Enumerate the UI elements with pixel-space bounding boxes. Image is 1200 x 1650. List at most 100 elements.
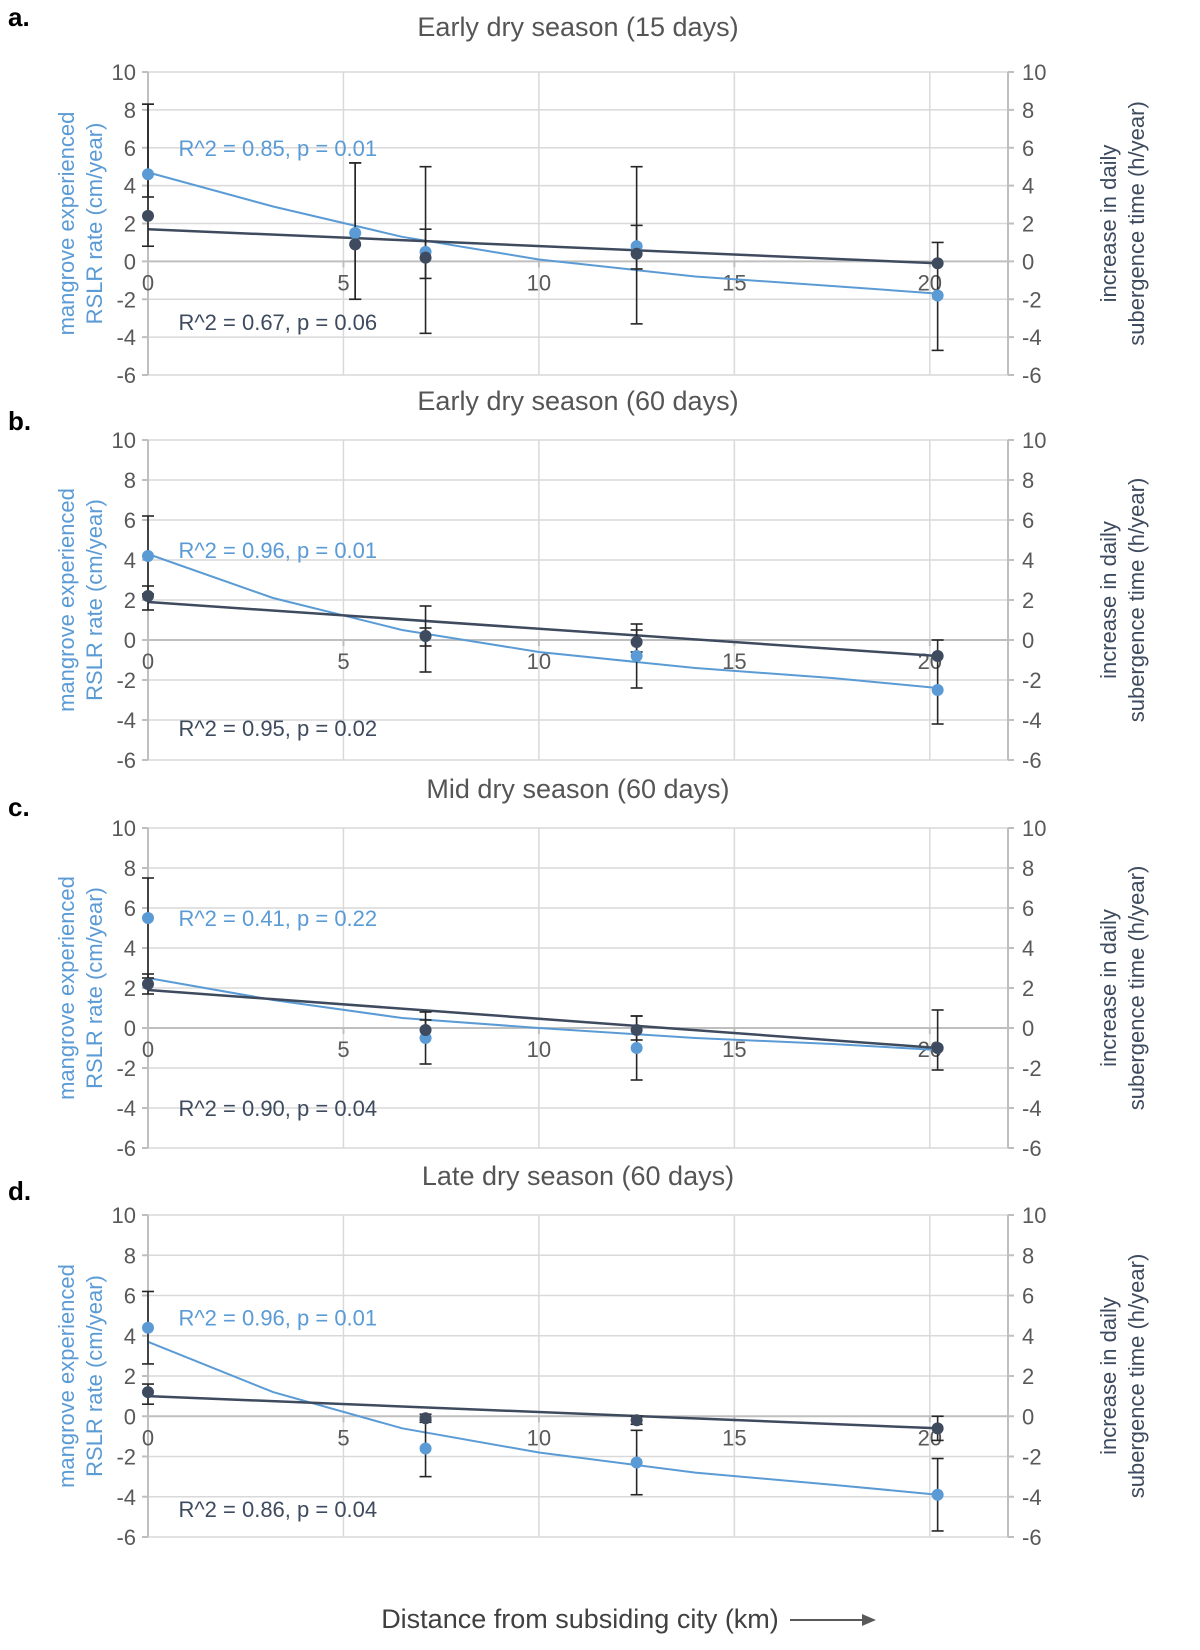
data-point-rslr — [349, 226, 362, 239]
y-tick-label-left: 10 — [112, 428, 136, 453]
y-tick-label-left: 2 — [124, 976, 136, 1001]
chart-panel: c.Mid dry season (60 days)-6 -6-4 -4-2 -20 0… — [8, 774, 1149, 1161]
data-point-rslr — [419, 1442, 432, 1455]
y-tick-label-right: 8 — [1022, 856, 1034, 881]
y-tick-label-right: 0 — [1022, 628, 1034, 653]
y-tick-label-right: 6 — [1022, 896, 1034, 921]
y-axis-label-left: mangrove experienced RSLR rate (cm/year) — [54, 488, 107, 712]
y-tick-label-left: 0 — [124, 249, 136, 274]
trend-line-subergence — [147, 988, 938, 1050]
chart-title: Late dry season (60 days) — [422, 1161, 734, 1191]
data-point-rslr — [142, 912, 154, 924]
regression-annotation-rslr: R^2 = 0.41, p = 0.22 — [178, 906, 377, 931]
y-tick-label-right: 4 — [1022, 1324, 1034, 1349]
y-axis-label-left: mangrove experienced RSLR rate (cm/year) — [54, 1264, 107, 1488]
x-tick-label: 5 — [337, 1037, 349, 1062]
y-axis-label-right-line: subergence time (h/year) — [1124, 478, 1149, 723]
y-tick-label-right: 0 — [1022, 1404, 1034, 1429]
y-tick-label-left: -4 — [116, 1485, 136, 1510]
x-tick-label: 5 — [337, 649, 349, 674]
data-point-subergence — [630, 247, 643, 260]
trend-line-subergence — [147, 600, 938, 658]
panel-letter: a. — [8, 2, 30, 32]
data-point-subergence — [142, 978, 154, 990]
y-axis-label-right-line: subergence time (h/year) — [1124, 1254, 1149, 1499]
data-point-subergence — [142, 1386, 154, 1399]
y-axis-label-left-line: RSLR rate (cm/year) — [82, 499, 107, 701]
data-point-subergence — [419, 251, 432, 264]
y-tick-label-left: -2 — [116, 287, 136, 312]
regression-annotation-rslr: R^2 = 0.85, p = 0.01 — [178, 136, 377, 161]
y-tick-label-left: -4 — [116, 708, 136, 733]
panel-letter: c. — [8, 792, 30, 822]
y-tick-label-right: 2 — [1022, 588, 1034, 613]
y-tick-label-left: 10 — [112, 60, 136, 85]
y-tick-label-left: -4 — [116, 1096, 136, 1121]
trend-line-rslr — [147, 1340, 938, 1496]
y-tick-label-right: 4 — [1022, 174, 1034, 199]
y-tick-label-left: 8 — [124, 856, 136, 881]
data-point-subergence — [931, 1042, 944, 1054]
regression-annotation-rslr: R^2 = 0.96, p = 0.01 — [178, 1306, 377, 1331]
x-tick-label: 15 — [722, 270, 746, 295]
x-tick-label: 5 — [337, 270, 349, 295]
y-tick-label-left: -2 — [116, 1056, 136, 1081]
y-tick-label-right: 6 — [1022, 1284, 1034, 1309]
y-tick-label-left: 8 — [124, 468, 136, 493]
chart-title: Early dry season (60 days) — [417, 386, 738, 416]
y-tick-label-left: 4 — [124, 936, 136, 961]
data-point-subergence — [630, 1024, 643, 1036]
y-tick-label-right: 8 — [1022, 98, 1034, 123]
y-tick-label-left: 8 — [124, 98, 136, 123]
y-tick-label-right: 8 — [1022, 1243, 1034, 1268]
x-tick-label: 10 — [527, 1425, 551, 1450]
data-point-rslr — [931, 684, 944, 696]
y-axis-label-right: increase in daily subergence time (h/year… — [1096, 1254, 1149, 1499]
y-tick-label-left: -6 — [116, 1525, 136, 1550]
trend-line-rslr — [147, 171, 938, 295]
x-tick-label: 15 — [722, 1037, 746, 1062]
data-point-rslr — [142, 1321, 154, 1334]
data-point-rslr — [931, 1488, 944, 1501]
data-point-subergence — [419, 1024, 432, 1036]
x-axis-label: Distance from subsiding city (km) — [381, 1604, 779, 1634]
y-tick-label-left: -6 — [116, 1136, 136, 1161]
data-point-subergence — [931, 257, 944, 270]
y-axis-label-right: increase in daily subergence time (h/year… — [1096, 478, 1149, 723]
chart-panel: d. Late dry season (60 days)-6 -6-4 -4-2 -20… — [8, 1161, 1149, 1550]
x-tick-label: 0 — [142, 649, 154, 674]
y-tick-label-right: -4 — [1022, 1485, 1042, 1510]
regression-annotation-subergence: R^2 = 0.95, p = 0.02 — [178, 716, 377, 741]
y-axis-label-right-line: increase in daily — [1096, 909, 1121, 1067]
y-tick-label-right: 6 — [1022, 508, 1034, 533]
y-tick-label-right: -2 — [1022, 1445, 1042, 1470]
x-tick-label: 10 — [527, 1037, 551, 1062]
data-point-subergence — [349, 238, 362, 251]
y-tick-label-right: -2 — [1022, 668, 1042, 693]
y-axis-label-left-line: mangrove experienced — [54, 1264, 79, 1488]
y-tick-label-right: -4 — [1022, 708, 1042, 733]
direction-arrow-head-icon — [862, 1614, 876, 1626]
data-point-subergence — [931, 1422, 944, 1435]
x-tick-label: 15 — [722, 1425, 746, 1450]
y-tick-label-right: -2 — [1022, 287, 1042, 312]
y-tick-label-right: 0 — [1022, 249, 1034, 274]
x-tick-label: 0 — [142, 270, 154, 295]
chart-title: Early dry season (15 days) — [417, 12, 738, 42]
y-tick-label-left: 8 — [124, 1243, 136, 1268]
data-point-rslr — [630, 650, 643, 662]
y-tick-label-left: 2 — [124, 1364, 136, 1389]
y-tick-label-left: 6 — [124, 896, 136, 921]
y-tick-label-left: 4 — [124, 1324, 136, 1349]
x-tick-label: 5 — [337, 1425, 349, 1450]
chart-panel: a. Early dry season (15 days) -6 -6 -4 -4 -2 -2… — [8, 2, 1149, 388]
y-axis-label-right-line: increase in daily — [1096, 145, 1121, 303]
y-tick-label-left: 0 — [124, 1404, 136, 1429]
y-tick-label-left: 6 — [124, 136, 136, 161]
data-point-subergence — [142, 590, 154, 602]
y-axis-label-left-line: mangrove experienced — [54, 876, 79, 1100]
x-tick-label: 0 — [142, 1037, 154, 1062]
data-point-rslr — [142, 550, 154, 562]
regression-annotation-rslr: R^2 = 0.96, p = 0.01 — [178, 538, 377, 563]
